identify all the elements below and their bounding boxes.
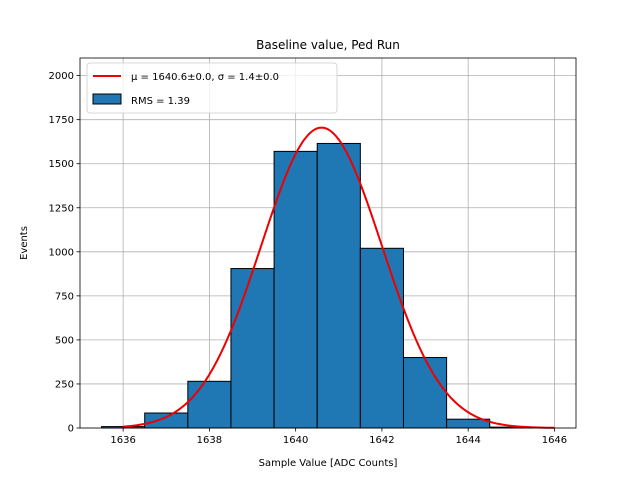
histogram-bar	[187, 380, 232, 429]
histogram-bar	[144, 412, 189, 429]
histogram-bar	[273, 150, 318, 429]
y-tick-label: 1500	[49, 159, 74, 170]
y-tick-label: 1000	[49, 247, 74, 258]
legend-hist-swatch	[92, 93, 122, 105]
y-tick-label: 750	[55, 291, 74, 302]
x-tick-label: 1640	[283, 435, 308, 446]
y-axis-label: Events	[19, 226, 30, 260]
legend: μ = 1640.6±0.0, σ = 1.4±0.0 RMS = 1.39	[86, 62, 338, 114]
fit-layer	[123, 126, 555, 429]
bars-layer	[101, 142, 534, 429]
y-tick-label: 0	[68, 424, 74, 435]
legend-hist-label: RMS = 1.39	[131, 96, 190, 107]
y-tick-label: 1750	[49, 115, 74, 126]
y-tick-label: 1250	[49, 203, 74, 214]
x-tick-label: 1642	[369, 435, 394, 446]
x-tick-label: 1636	[110, 435, 135, 446]
x-axis-label: Sample Value [ADC Counts]	[259, 458, 398, 469]
plot-frame	[79, 57, 577, 429]
y-tick-label: 2000	[49, 71, 74, 82]
x-tick-label: 1644	[455, 435, 480, 446]
histogram-bar	[359, 247, 404, 429]
gaussian-fit-line	[123, 126, 555, 429]
y-tick-label: 500	[55, 335, 74, 346]
histogram-bar	[230, 268, 275, 429]
y-axis-ticks: 0 250 500 750 1000 1250 1500 1750 2000	[49, 71, 80, 435]
x-axis-ticks: 1636 1638 1640 1642 1644 1646	[110, 428, 567, 446]
x-tick-label: 1638	[197, 435, 222, 446]
chart-title: Baseline value, Ped Run	[256, 38, 400, 52]
y-tick-label: 250	[55, 379, 74, 390]
legend-box	[86, 62, 338, 114]
legend-fit-label: μ = 1640.6±0.0, σ = 1.4±0.0	[131, 72, 279, 83]
x-tick-label: 1646	[542, 435, 567, 446]
histogram-bar	[316, 142, 361, 429]
histogram-bar	[402, 357, 448, 429]
